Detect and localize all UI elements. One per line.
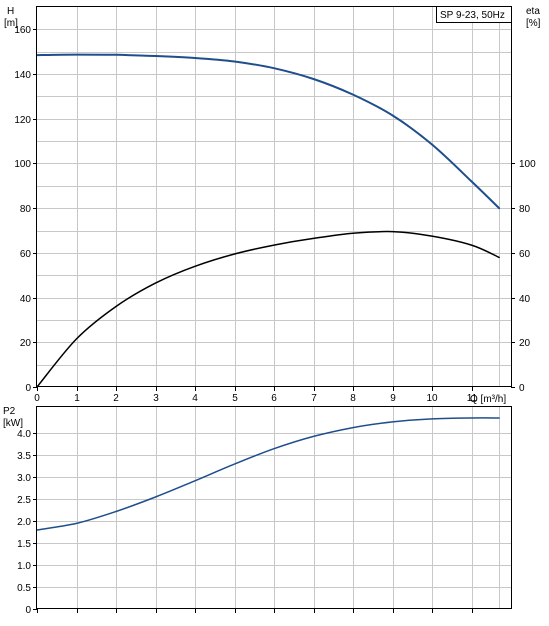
power-tick-label: 3.5 bbox=[17, 451, 31, 462]
efficiency-tick-label: 60 bbox=[519, 249, 531, 260]
x-tick-label: 7 bbox=[311, 393, 317, 404]
labels-layer: 0 1 2 3 4 5 6 7 8 9 10 11 0 20 40 60 80 100 120 140 160 0 20 40… bbox=[14, 25, 536, 616]
efficiency-tick-label: 40 bbox=[519, 294, 531, 305]
x-tick-label: 8 bbox=[350, 393, 356, 404]
x-tick-label: 0 bbox=[34, 393, 40, 404]
efficiency-tick-label: 80 bbox=[519, 204, 531, 215]
efficiency-axis-unit: [%] bbox=[526, 18, 541, 29]
power-tick-label: 2.5 bbox=[17, 495, 31, 506]
x-tick-label: 4 bbox=[192, 393, 198, 404]
top-panel-frame bbox=[36, 6, 512, 387]
x-tick-label: 5 bbox=[232, 393, 238, 404]
x-tick-label: 6 bbox=[271, 393, 277, 404]
power-tick-label: 0 bbox=[25, 605, 31, 616]
head-tick-label: 20 bbox=[20, 338, 32, 349]
head-axis-label: H bbox=[7, 6, 14, 17]
head-tick-label: 100 bbox=[14, 159, 31, 170]
head-curve bbox=[36, 53, 501, 210]
chart-title-box: SP 9-23, 50Hz bbox=[436, 6, 512, 23]
efficiency-tick-label: 20 bbox=[519, 338, 531, 349]
power-curve bbox=[36, 417, 500, 531]
efficiency-curve bbox=[36, 230, 500, 388]
efficiency-tick-label: 0 bbox=[519, 383, 525, 394]
head-tick-label: 140 bbox=[14, 70, 31, 81]
x-tick-label: 1 bbox=[74, 393, 80, 404]
head-tick-label: 160 bbox=[14, 25, 31, 36]
power-axis-label: P2 bbox=[3, 406, 16, 417]
power-tick-label: 0.5 bbox=[17, 583, 31, 594]
head-axis-unit: [m] bbox=[4, 18, 18, 29]
power-tick-label: 1.0 bbox=[17, 561, 31, 572]
top-panel-grid bbox=[33, 7, 515, 391]
power-tick-label: 3.0 bbox=[17, 473, 31, 484]
x-tick-label: 11 bbox=[467, 393, 478, 404]
efficiency-tick-label: 100 bbox=[519, 159, 536, 170]
power-tick-label: 2.0 bbox=[17, 517, 31, 528]
bottom-panel-frame bbox=[36, 406, 512, 609]
head-tick-label: 60 bbox=[20, 249, 32, 260]
series-layer bbox=[36, 53, 501, 531]
power-axis-unit: [kW] bbox=[3, 418, 23, 429]
chart-title: SP 9-23, 50Hz bbox=[440, 10, 505, 21]
x-tick-label: 3 bbox=[153, 393, 159, 404]
head-tick-label: 40 bbox=[20, 294, 32, 305]
flow-axis-label: Q [m³/h] bbox=[470, 394, 506, 405]
x-tick-label: 9 bbox=[390, 393, 396, 404]
x-tick-label: 10 bbox=[426, 393, 438, 404]
power-tick-label: 1.5 bbox=[17, 539, 31, 550]
x-tick-label: 2 bbox=[113, 393, 119, 404]
head-tick-label: 80 bbox=[20, 204, 32, 215]
power-tick-label: 4.0 bbox=[17, 429, 31, 440]
head-tick-label: 120 bbox=[14, 115, 31, 126]
efficiency-axis-label: eta bbox=[526, 6, 540, 17]
bottom-panel-grid bbox=[33, 407, 511, 613]
head-tick-label: 0 bbox=[25, 383, 31, 394]
